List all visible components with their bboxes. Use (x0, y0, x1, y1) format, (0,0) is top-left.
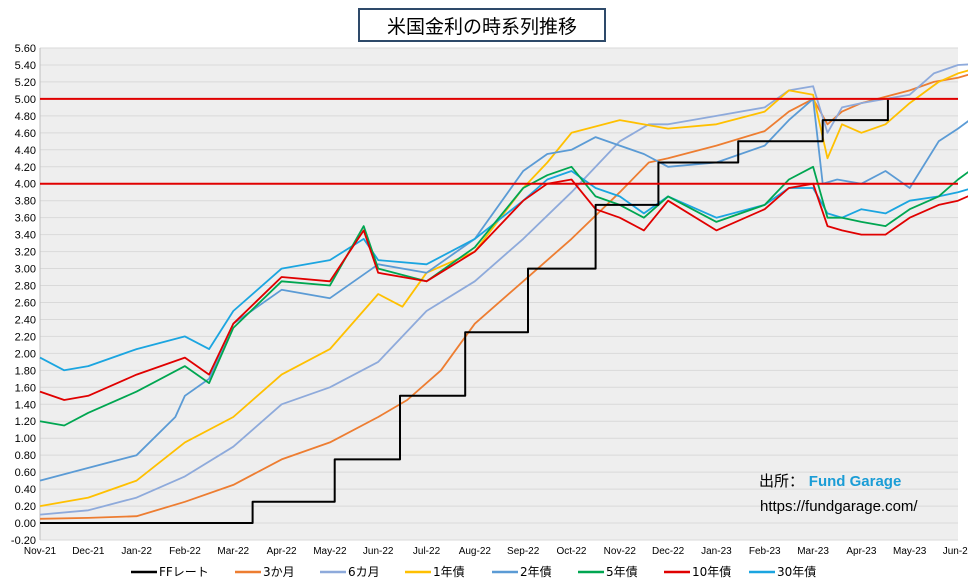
y-tick-label: 2.40 (15, 314, 36, 326)
y-tick-label: 5.20 (15, 77, 36, 89)
x-tick-label: Dec-21 (72, 546, 105, 557)
legend-label-m3: 3か月 (263, 565, 295, 579)
y-tick-label: 1.20 (15, 416, 36, 428)
legend-label-y2: 2年債 (520, 564, 552, 579)
x-tick-label: Dec-22 (652, 546, 685, 557)
y-tick-label: 4.00 (15, 179, 36, 191)
y-tick-label: 0.60 (15, 467, 36, 479)
series-line-y10 (39, 178, 968, 401)
source-url: https://fundgarage.com/ (760, 498, 918, 515)
x-tick-label: Oct-22 (556, 546, 586, 557)
y-tick-label: 2.80 (15, 281, 36, 293)
y-tick-label: 4.60 (15, 128, 36, 140)
y-tick-label: 0.80 (15, 450, 36, 462)
series-line-m3 (39, 73, 968, 520)
legend-label-y10: 10年債 (692, 564, 731, 579)
chart-title: 米国金利の時系列推移 (358, 8, 606, 42)
series-line-ff (40, 98, 889, 524)
x-axis-ticks: Nov-21 Dec-21 Jan-22 Feb-22 Mar-22 Apr-22 May-… (24, 546, 968, 557)
legend-label-y30: 30年債 (777, 564, 816, 579)
y-tick-label: 3.60 (15, 213, 36, 225)
legend-label-ff: FFレート (159, 565, 209, 579)
legend: FFレート 3か月 6カ月 1年債 2年債 5年債 10年債 30年債 (131, 564, 816, 579)
y-tick-label: 2.60 (15, 297, 36, 309)
series-line-y5 (39, 165, 968, 427)
y-tick-label: 4.80 (15, 111, 36, 123)
x-tick-label: Jan-22 (121, 546, 152, 557)
x-tick-label: Apr-22 (267, 546, 297, 557)
y-tick-label: 1.60 (15, 382, 36, 394)
y-tick-label: 4.40 (15, 145, 36, 157)
x-tick-label: Feb-22 (169, 546, 201, 557)
y-axis-ticks: -0.20 0.00 0.20 0.40 0.60 0.80 1.00 1.20 1.40 1.6… (11, 43, 36, 547)
plot-area (40, 48, 958, 540)
x-tick-label: Apr-23 (846, 546, 876, 557)
x-tick-label: Nov-21 (24, 546, 57, 557)
y-tick-label: 5.60 (15, 43, 36, 55)
x-tick-label: Jan-23 (701, 546, 732, 557)
y-tick-label: 0.40 (15, 484, 36, 496)
y-tick-label: 1.00 (15, 433, 36, 445)
y-tick-label: 2.00 (15, 348, 36, 360)
series-line-y1 (39, 69, 968, 507)
x-tick-label: Mar-22 (217, 546, 249, 557)
x-tick-label: Jun-22 (363, 546, 394, 557)
source-brand: Fund Garage (808, 473, 902, 490)
x-tick-label: May-22 (313, 546, 347, 557)
x-tick-label: Sep-22 (507, 546, 540, 557)
y-tick-label: 3.20 (15, 247, 36, 259)
y-tick-label: 0.00 (15, 518, 36, 530)
legend-label-m6: 6カ月 (348, 565, 380, 579)
y-tick-label: 1.80 (15, 365, 36, 377)
y-tick-label: 5.00 (15, 94, 36, 106)
legend-label-y1: 1年債 (433, 564, 465, 579)
x-tick-label: Nov-22 (604, 546, 637, 557)
y-tick-label: 1.40 (15, 399, 36, 411)
y-tick-label: 3.40 (15, 230, 36, 242)
x-tick-label: May-23 (893, 546, 927, 557)
y-tick-label: -0.20 (11, 535, 36, 547)
x-tick-label: Feb-23 (749, 546, 781, 557)
x-tick-label: Mar-23 (797, 546, 829, 557)
source-label: 出所： (759, 472, 805, 490)
y-tick-label: 3.80 (15, 196, 36, 208)
x-tick-label: Jun-23 (943, 546, 968, 557)
y-tick-label: 5.40 (15, 60, 36, 72)
source-credit: 出所： Fund Garage (759, 470, 901, 491)
y-tick-label: 2.20 (15, 331, 36, 343)
x-tick-label: Jul-22 (413, 546, 441, 557)
legend-label-y5: 5年債 (606, 564, 638, 579)
series-line-m6 (39, 63, 968, 516)
y-tick-label: 4.20 (15, 162, 36, 174)
series-line-y30 (39, 170, 968, 372)
x-tick-label: Aug-22 (459, 546, 492, 557)
reference-lines (40, 97, 958, 185)
y-tick-label: 0.20 (15, 501, 36, 513)
y-tick-label: 3.00 (15, 264, 36, 276)
series-lines (39, 63, 968, 524)
